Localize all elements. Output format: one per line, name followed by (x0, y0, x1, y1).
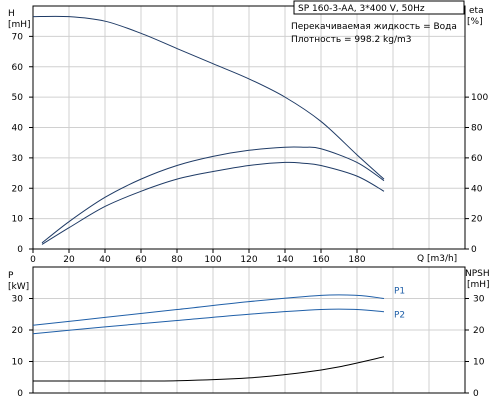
power-tick-label: 10 (12, 358, 24, 368)
power-tick-label: 30 (12, 295, 24, 305)
x-tick-label: 80 (171, 255, 183, 265)
head-axis-unit: [mH] (8, 20, 31, 30)
eta-axis-title: eta (469, 6, 484, 16)
npsh-curve (32, 356, 385, 382)
head-tick-label: 0 (17, 245, 23, 255)
eta-curve-1 (41, 146, 385, 244)
power-axis-unit: [kW] (8, 282, 29, 292)
p2-curve (32, 308, 385, 335)
npsh-tick-label: 10 (473, 358, 485, 368)
head-curve (32, 15, 385, 180)
power-tick-label: 0 (17, 389, 23, 399)
flow-axis-label: Q [m3/h] (417, 254, 457, 264)
head-axis-title: H (8, 9, 15, 19)
eta-tick-label: 0 (471, 245, 477, 255)
head-tick-label: 50 (12, 93, 24, 103)
axis-ticks: 0 20 40 60 80 100 120 140 160 1800102030405060700… (12, 32, 489, 399)
x-tick-label: 100 (204, 255, 221, 265)
eta-tick-label: 80 (471, 124, 483, 134)
eta-tick-label: 100 (471, 93, 488, 103)
curves: P1 P2 (32, 15, 405, 382)
head-tick-label: 60 (12, 63, 24, 73)
eta-curve-2 (41, 161, 385, 245)
head-tick-label: 20 (12, 184, 24, 194)
head-tick-label: 40 (12, 124, 24, 134)
x-tick-label: 120 (240, 255, 257, 265)
power-tick-label: 20 (12, 326, 24, 336)
npsh-axis-unit: [mH] (467, 280, 490, 290)
npsh-tick-label: 20 (473, 326, 485, 336)
series-label-p1: P1 (394, 287, 405, 297)
eta-tick-label: 20 (471, 215, 483, 225)
power-axis-title: P (8, 271, 14, 281)
npsh-tick-label: 0 (473, 389, 479, 399)
x-tick-label: 60 (135, 255, 147, 265)
head-tick-label: 30 (12, 154, 24, 164)
eta-tick-label: 60 (471, 154, 483, 164)
npsh-axis-title: NPSH (465, 269, 490, 279)
x-tick-label: 140 (276, 255, 293, 265)
liquid-label: Перекачиваемая жидкость = Вода (291, 22, 457, 32)
density-label: Плотность = 998.2 kg/m3 (291, 35, 412, 45)
x-tick-label: 20 (63, 255, 75, 265)
x-tick-label: 0 (30, 255, 36, 265)
series-label-p2: P2 (394, 311, 405, 321)
model-box (293, 0, 465, 15)
eta-tick-label: 40 (471, 184, 483, 194)
head-tick-label: 70 (12, 32, 24, 42)
model-label: SP 160-3-AA, 3*400 V, 50Hz (298, 4, 425, 14)
x-tick-label: 160 (312, 255, 329, 265)
x-tick-label: 40 (99, 255, 111, 265)
p1-curve (32, 294, 385, 326)
head-tick-label: 10 (12, 215, 24, 225)
x-tick-label: 180 (348, 255, 365, 265)
npsh-tick-label: 30 (473, 295, 485, 305)
eta-axis-unit: [%] (467, 17, 483, 27)
